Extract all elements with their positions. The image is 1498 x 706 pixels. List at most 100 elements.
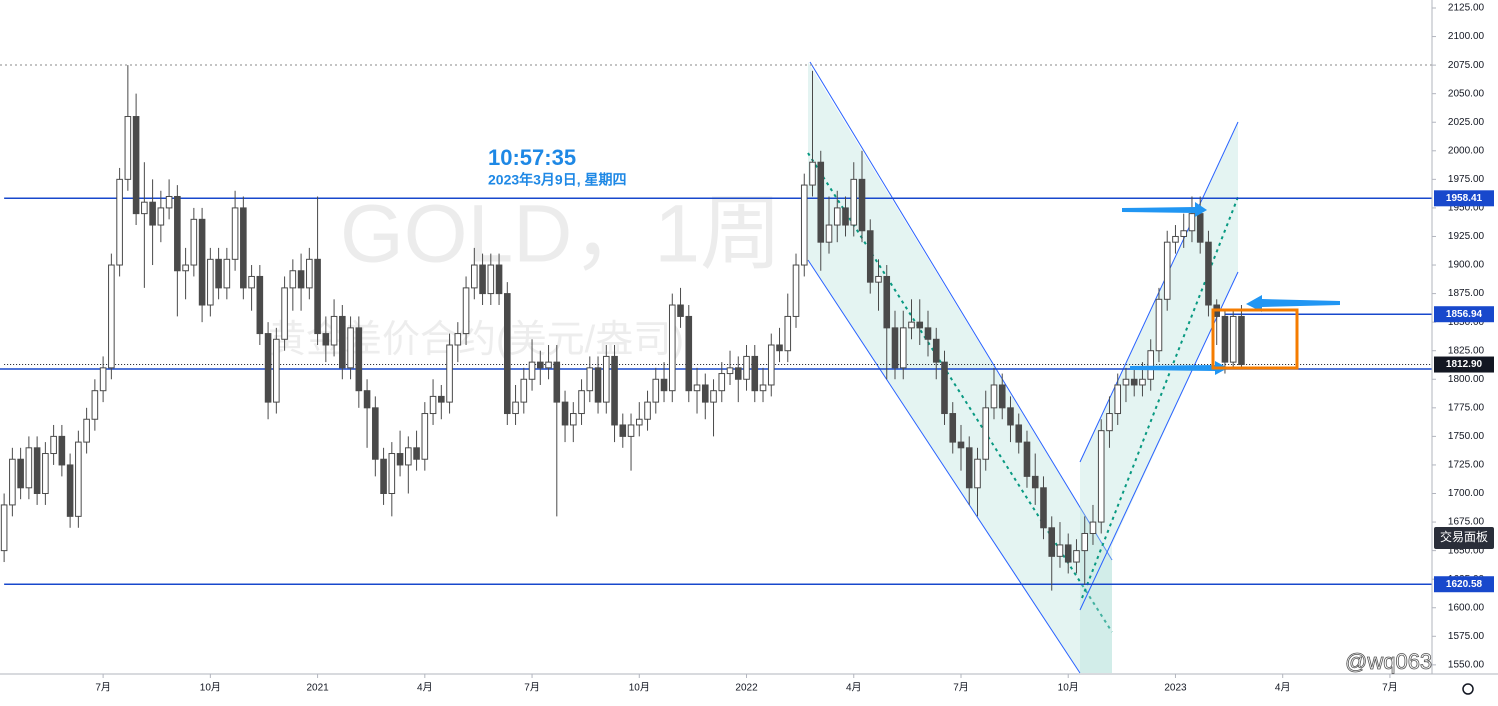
y-tick-label: 1925.00 xyxy=(1448,231,1485,242)
candle-body xyxy=(982,407,990,460)
candle-body xyxy=(1147,350,1155,380)
candle-body xyxy=(75,441,82,517)
candle-body xyxy=(1073,550,1080,563)
x-tick-label: 2021 xyxy=(306,683,329,694)
candle-body xyxy=(545,361,552,369)
x-tick-label: 10月 xyxy=(629,682,650,694)
price-label: 1856.94 xyxy=(1446,309,1483,320)
candle-body xyxy=(1229,315,1237,363)
arrow xyxy=(1130,361,1228,375)
candle-body xyxy=(479,264,486,295)
candle-body xyxy=(858,178,866,232)
candle-body xyxy=(372,407,379,460)
price-label: 1958.41 xyxy=(1446,193,1483,204)
candle-body xyxy=(883,275,891,329)
settings-icon[interactable] xyxy=(1462,683,1474,695)
candle-body xyxy=(842,207,849,226)
candle-body xyxy=(83,418,90,443)
candle-body xyxy=(726,367,734,375)
candle-body xyxy=(1238,315,1245,366)
y-tick-label: 1650.00 xyxy=(1448,545,1485,556)
candle-body xyxy=(553,361,561,403)
candle-body xyxy=(215,258,222,289)
candle-body xyxy=(314,258,321,335)
symbol-watermark: GOLD，1周 xyxy=(340,189,782,280)
candle-body xyxy=(182,264,189,272)
y-tick-label: 1550.00 xyxy=(1448,660,1485,671)
clock: 10:57:35 xyxy=(488,145,576,170)
y-tick-label: 1600.00 xyxy=(1448,602,1485,613)
candle-body xyxy=(718,373,726,392)
candle-body xyxy=(1188,213,1196,232)
candle-body xyxy=(1007,407,1014,426)
candle-body xyxy=(99,367,107,392)
candle-body xyxy=(1196,213,1204,243)
candle-body xyxy=(1122,378,1130,386)
y-tick-label: 2075.00 xyxy=(1448,60,1485,71)
x-tick-label: 7月 xyxy=(1382,682,1398,694)
candle-body xyxy=(42,453,49,495)
candle-body xyxy=(380,458,387,495)
candle-body xyxy=(998,384,1006,409)
x-tick-label: 2023 xyxy=(1164,683,1187,694)
candle-body xyxy=(66,464,74,517)
arrow xyxy=(1246,295,1340,312)
candle-body xyxy=(693,384,701,392)
candle-body xyxy=(462,287,470,335)
candle-body xyxy=(677,304,684,317)
channel-fill xyxy=(1080,122,1238,673)
trade-panel-button[interactable] xyxy=(1434,527,1494,549)
description-watermark: 黄金差价合约(美元/盎司) xyxy=(268,319,684,361)
candle-body xyxy=(363,390,371,409)
candle-body xyxy=(536,361,544,369)
candle-body xyxy=(487,264,495,295)
y-tick-label: 1775.00 xyxy=(1448,402,1485,413)
candle-body xyxy=(240,207,247,289)
channel-line xyxy=(809,61,1113,561)
candle-body xyxy=(1163,241,1171,300)
y-tick-label: 2125.00 xyxy=(1448,3,1485,14)
candle-body xyxy=(561,401,569,426)
candle-body xyxy=(495,264,503,295)
price-label-box xyxy=(1434,306,1494,323)
candle-body xyxy=(17,458,24,489)
candle-body xyxy=(710,390,717,403)
candle-body xyxy=(767,344,775,386)
candle-body xyxy=(91,390,99,420)
candle-body xyxy=(281,287,288,340)
candle-body xyxy=(809,161,816,186)
candle-body xyxy=(759,384,767,392)
candle-body xyxy=(1023,441,1031,477)
trade-panel-label[interactable]: 交易面板 xyxy=(1440,529,1488,544)
candle-body xyxy=(339,315,346,369)
candle-body xyxy=(504,293,511,415)
candle-body xyxy=(330,315,338,346)
x-tick-label: 10月 xyxy=(1058,682,1079,694)
channel-fill xyxy=(808,62,1112,673)
candle-body xyxy=(520,378,528,403)
candle-body xyxy=(1097,430,1105,523)
candle-body xyxy=(25,447,33,489)
candle-body xyxy=(396,453,404,466)
candle-body xyxy=(165,195,173,209)
candle-body xyxy=(644,401,651,420)
candle-body xyxy=(990,384,998,409)
y-tick-label: 1825.00 xyxy=(1448,345,1485,356)
candle-body xyxy=(1139,378,1146,386)
candle-body xyxy=(1172,235,1179,243)
y-tick-label: 1975.00 xyxy=(1448,174,1485,185)
candle-body xyxy=(231,207,239,260)
candle-body xyxy=(833,207,841,226)
x-tick-label: 4月 xyxy=(846,682,862,694)
candle-body xyxy=(512,401,519,415)
candle-body xyxy=(198,218,206,306)
candle-body xyxy=(1040,487,1047,529)
candle-body xyxy=(1081,532,1089,552)
candle-body xyxy=(124,116,132,180)
y-tick-label: 1950.00 xyxy=(1448,203,1485,214)
candle-body xyxy=(817,161,825,243)
candle-body xyxy=(586,367,594,392)
y-tick-label: 1575.00 xyxy=(1448,631,1485,642)
candle-body xyxy=(974,458,981,489)
